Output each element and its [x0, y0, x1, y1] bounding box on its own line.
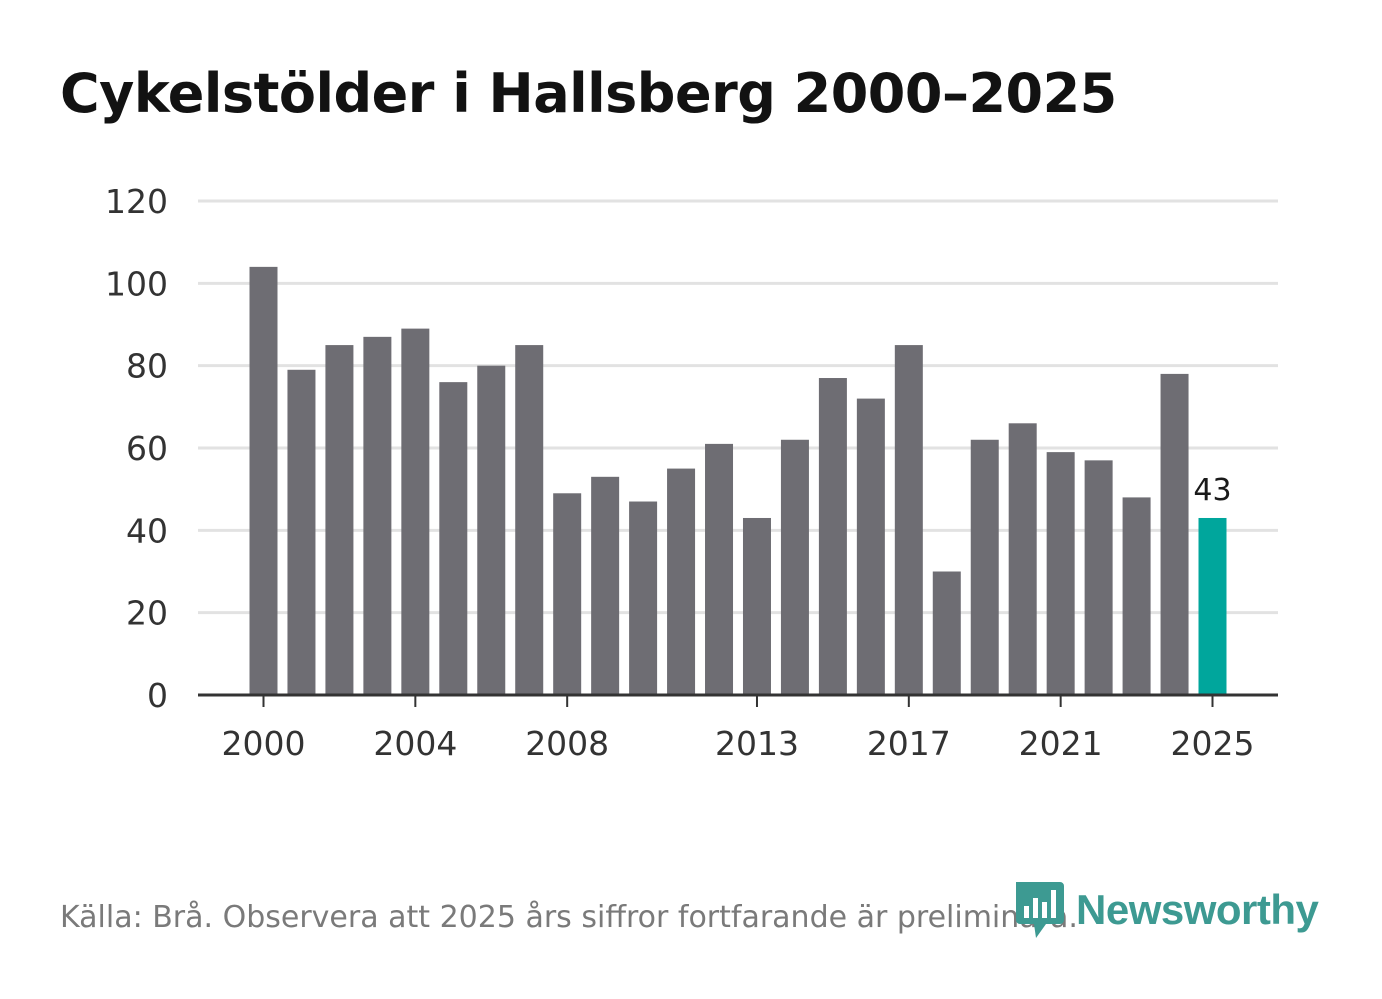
bar-2010 [629, 501, 658, 695]
bar-2014 [780, 439, 809, 695]
bar-chart-bubble-icon [1016, 882, 1064, 938]
chart-title: Cykelstölder i Hallsberg 2000–2025 [60, 62, 1117, 125]
bar-2022 [1084, 460, 1113, 695]
x-tick-label: 2004 [373, 724, 457, 763]
y-tick-label: 60 [126, 429, 168, 468]
x-tick-label: 2025 [1171, 724, 1255, 763]
bar-2017 [894, 345, 923, 695]
bar-2012 [705, 443, 734, 695]
y-tick-label: 100 [105, 264, 168, 303]
x-tick-label: 2000 [222, 724, 306, 763]
bar-2013 [742, 517, 771, 695]
x-tick-label: 2008 [525, 724, 609, 763]
newsworthy-logo[interactable]: Newsworthy [1012, 878, 1319, 942]
bar-2015 [818, 378, 847, 695]
x-tick-label: 2021 [1019, 724, 1103, 763]
bar-2009 [591, 476, 620, 695]
bar-2004 [401, 328, 430, 695]
bar-2024 [1160, 373, 1189, 695]
bar-2016 [856, 398, 885, 695]
x-tick-label: 2013 [715, 724, 799, 763]
y-tick-label: 40 [126, 511, 168, 550]
source-note: Källa: Brå. Observera att 2025 års siffr… [60, 900, 1078, 935]
bar-2019 [970, 439, 999, 695]
y-tick-label: 0 [147, 676, 168, 715]
y-tick-label: 120 [105, 182, 168, 221]
data-label-2025: 43 [1193, 473, 1231, 508]
bar-2021 [1046, 452, 1075, 695]
bar-2023 [1122, 497, 1151, 695]
bar-2011 [667, 468, 696, 695]
bar-2001 [287, 369, 316, 695]
y-tick-label: 80 [126, 347, 168, 386]
logo-text: Newsworthy [1076, 886, 1319, 933]
y-tick-label: 20 [126, 594, 168, 633]
bar-2008 [553, 493, 582, 695]
bar-2020 [1008, 423, 1037, 695]
bar-2002 [325, 345, 354, 695]
bar-2006 [477, 365, 506, 695]
bar-2007 [515, 345, 544, 695]
bar-2025 [1198, 517, 1227, 695]
bar-2003 [363, 336, 392, 695]
bar-2005 [439, 382, 468, 695]
bar-2018 [932, 571, 961, 695]
x-tick-label: 2017 [867, 724, 951, 763]
bar-2000 [249, 266, 278, 695]
